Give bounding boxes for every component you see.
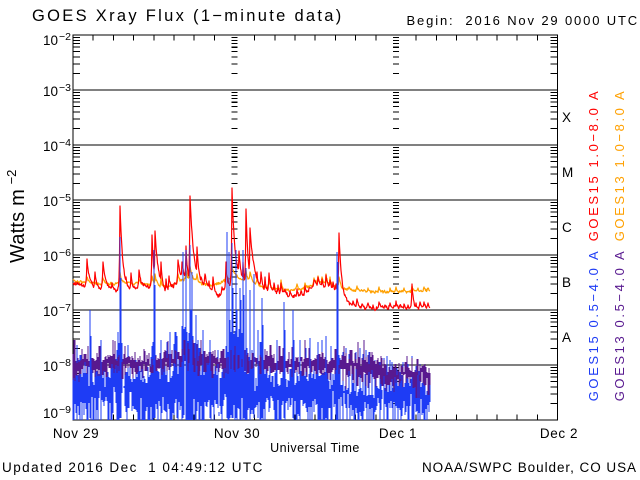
svg-text:GOES13 1.0−8.0 A: GOES13 1.0−8.0 A: [612, 89, 627, 242]
svg-text:Dec 1: Dec 1: [379, 426, 417, 441]
svg-text:GOES13 0.5−4.0 A: GOES13 0.5−4.0 A: [612, 249, 627, 402]
svg-text:Nov 29: Nov 29: [53, 426, 99, 441]
svg-text:GOES15 1.0−8.0 A: GOES15 1.0−8.0 A: [586, 89, 601, 242]
svg-text:M: M: [562, 165, 573, 180]
svg-text:C: C: [562, 220, 572, 235]
svg-text:−7: −7: [59, 302, 71, 314]
svg-text:X: X: [562, 110, 571, 125]
svg-text:−4: −4: [59, 137, 71, 149]
svg-text:10: 10: [43, 249, 58, 264]
svg-text:−6: −6: [59, 247, 71, 259]
svg-text:B: B: [562, 275, 571, 290]
svg-text:10: 10: [43, 194, 58, 209]
svg-text:A: A: [562, 330, 571, 345]
svg-text:−2: −2: [59, 31, 71, 43]
svg-text:Begin: 2016 Nov 29 0000 UTC: Begin: 2016 Nov 29 0000 UTC: [407, 13, 639, 28]
svg-text:10: 10: [43, 304, 58, 319]
svg-text:−3: −3: [59, 82, 71, 94]
svg-text:10: 10: [43, 139, 58, 154]
svg-text:NOAA/SWPC Boulder, CO USA: NOAA/SWPC Boulder, CO USA: [422, 460, 637, 475]
svg-text:−8: −8: [59, 357, 71, 369]
svg-text:−5: −5: [59, 192, 71, 204]
svg-text:GOES Xray Flux (1−minute data): GOES Xray Flux (1−minute data): [32, 7, 344, 25]
svg-text:Updated 2016 Dec 1 04:49:12 U: Updated 2016 Dec 1 04:49:12 UTC: [2, 460, 264, 475]
svg-text:−2: −2: [4, 170, 19, 185]
svg-text:−9: −9: [59, 404, 71, 416]
svg-text:10: 10: [43, 406, 58, 421]
svg-text:Universal Time: Universal Time: [270, 441, 360, 455]
svg-text:Watts m: Watts m: [7, 189, 29, 263]
svg-text:10: 10: [43, 359, 58, 374]
svg-text:Nov 30: Nov 30: [214, 426, 260, 441]
svg-text:Dec 2: Dec 2: [540, 426, 578, 441]
svg-text:10: 10: [43, 33, 58, 48]
svg-text:GOES15 0.5−4.0 A: GOES15 0.5−4.0 A: [586, 249, 601, 402]
svg-text:10: 10: [43, 84, 58, 99]
